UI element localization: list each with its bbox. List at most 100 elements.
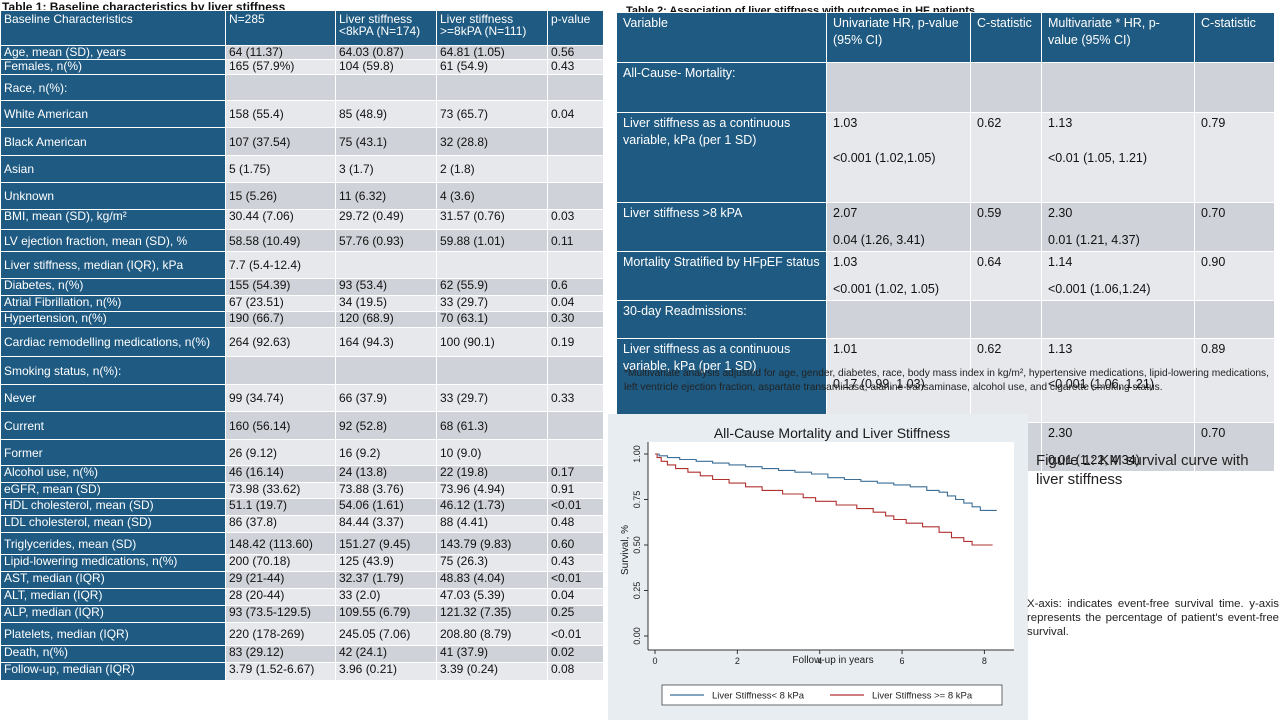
table1-cell: 0.6	[547, 278, 604, 296]
table1-row: Alcohol use, n(%) 46 (16.14) 24 (13.8) 22 (…	[0, 465, 604, 483]
table1-cell: 264 (92.63)	[225, 327, 336, 357]
table1-cell: <0.01	[547, 571, 604, 589]
hazard-ratio: 1.01	[833, 342, 858, 356]
table1-header-cell: Liver stiffness >=8kPA (N=111)	[436, 10, 548, 46]
table2-hr-cell: 1.03 <0.001 (1.02,1.05)	[826, 112, 971, 203]
table1-row-label: Smoking status, n(%):	[0, 356, 226, 385]
table2-hr-cell: 1.13 <0.001 (1.06, 1.21)	[1041, 338, 1195, 423]
table1-cell: 155 (54.39)	[225, 278, 336, 296]
c-statistic-cell: 0.64	[970, 251, 1042, 301]
table1-cell: 151.27 (9.45)	[335, 532, 437, 555]
table2-hr-cell: 2.07 0.04 (1.26, 3.41)	[826, 202, 971, 252]
table1-cell: 34 (19.5)	[335, 295, 437, 312]
table1-row-label: Cardiac remodelling medications, n(%)	[0, 327, 226, 357]
table1-cell: <0.01	[547, 498, 604, 516]
table1-row: Asian 5 (1.75) 3 (1.7) 2 (1.8)	[0, 155, 604, 183]
table2-hr-cell	[826, 62, 971, 113]
table1-row: Current 160 (56.14) 92 (52.8) 68 (61.3)	[0, 411, 604, 440]
table1-cell: 11 (6.32)	[335, 182, 437, 210]
table1-cell: 75 (26.3)	[436, 554, 548, 572]
table1-cell: 5 (1.75)	[225, 155, 336, 183]
table1-row: Females, n(%) 165 (57.9%) 104 (59.8) 61 (54…	[0, 59, 604, 75]
c-statistic-cell: 0.70	[1194, 202, 1275, 252]
table1-cell: 28 (20-44)	[225, 588, 336, 606]
table1: Baseline Characteristics N=285 Liver stiff…	[0, 10, 604, 681]
km-chart-panel: All-Cause Mortality and Liver Stiffness …	[608, 414, 1028, 720]
table1-cell	[436, 251, 548, 279]
table1-cell: 73.88 (3.76)	[335, 482, 437, 499]
table1-cell: 208.80 (8.79)	[436, 622, 548, 646]
c-statistic-cell: 0.79	[1194, 112, 1275, 203]
table2-hr-cell: 1.13 <0.01 (1.05, 1.21)	[1041, 112, 1195, 203]
c-statistic-cell	[970, 300, 1042, 339]
axis-note: X-axis: indicates event-free survival ti…	[1027, 598, 1279, 638]
table1-cell: 51.1 (19.7)	[225, 498, 336, 516]
x-axis-label: Follow-up in years	[792, 655, 873, 666]
table1-cell: 0.91	[547, 482, 604, 499]
table2-row: Liver stiffness as a continuous variable…	[616, 112, 1275, 203]
table2-hr-cell: 2.30 0.01 (1.22, 4.34)	[1041, 422, 1195, 472]
table1-cell	[547, 74, 604, 101]
p-value-ci: 0.01 (1.22, 4.34)	[1048, 453, 1140, 467]
y-tick-label: 0.00	[632, 627, 642, 645]
table2: Variable Univariate HR, p-value (95% CI) C…	[616, 12, 1275, 472]
table1-row-label: eGFR, mean (SD)	[0, 482, 226, 499]
p-value-ci: <0.001 (1.02, 1.05)	[833, 282, 939, 296]
table1-cell	[335, 356, 437, 385]
table1-cell	[547, 439, 604, 466]
table1-row: Unknown 15 (5.26) 11 (6.32) 4 (3.6)	[0, 182, 604, 210]
table2-hr-cell: 1.14 <0.001 (1.06,1.24)	[1041, 251, 1195, 301]
table1-cell: 0.04	[547, 588, 604, 606]
hazard-ratio: 1.13	[1048, 342, 1073, 356]
table1-row-label: Death, n(%)	[0, 645, 226, 663]
table1-cell: 46 (16.14)	[225, 465, 336, 483]
table1-row: Age, mean (SD), years 64 (11.37) 64.03 (0.…	[0, 45, 604, 60]
table1-cell: 0.33	[547, 384, 604, 412]
table1-row-label: Females, n(%)	[0, 59, 226, 75]
table1-cell: 54.06 (1.61)	[335, 498, 437, 516]
p-value-ci: 0.01 (1.21, 4.37)	[1048, 233, 1140, 247]
hazard-ratio: 2.30	[1048, 426, 1073, 440]
table1-cell: 22 (19.8)	[436, 465, 548, 483]
table1-cell: 73.98 (33.62)	[225, 482, 336, 499]
table1-cell	[547, 411, 604, 440]
table2-hr-cell: 2.30 0.01 (1.21, 4.37)	[1041, 202, 1195, 252]
table2-row-label: Liver stiffness >8 kPA	[616, 202, 827, 252]
table1-row-label: Race, n(%):	[0, 74, 226, 101]
table1-cell: 125 (43.9)	[335, 554, 437, 572]
table2-row-label: Mortality Stratified by HFpEF status	[616, 251, 827, 301]
table1-cell: 30.44 (7.06)	[225, 209, 336, 230]
table1-cell	[335, 251, 437, 279]
table1-cell: 7.7 (5.4-12.4)	[225, 251, 336, 279]
table1-cell: 66 (37.9)	[335, 384, 437, 412]
table1-row: Follow-up, median (IQR) 3.79 (1.52-6.67) 3…	[0, 662, 604, 681]
p-value-ci: <0.001 (1.06, 1.21)	[1048, 377, 1154, 391]
table1-cell	[547, 356, 604, 385]
table1-cell: 245.05 (7.06)	[335, 622, 437, 646]
table1-row-label: Age, mean (SD), years	[0, 45, 226, 60]
table1-cell: 109.55 (6.79)	[335, 605, 437, 623]
table1-row: Platelets, median (IQR) 220 (178-269) 245.…	[0, 622, 604, 646]
table1-cell: 33 (29.7)	[436, 384, 548, 412]
table1-cell: 143.79 (9.83)	[436, 532, 548, 555]
table1-cell: 107 (37.54)	[225, 127, 336, 156]
table1-row-label: BMI, mean (SD), kg/m²	[0, 209, 226, 230]
table1-cell: 67 (23.51)	[225, 295, 336, 312]
table2-hr-cell	[826, 300, 971, 339]
figure-caption: Figure 1: KM survival curve with liver s…	[1036, 452, 1249, 488]
table1-row-label: Triglycerides, mean (SD)	[0, 532, 226, 555]
table1-cell	[547, 155, 604, 183]
table1-cell: 0.03	[547, 209, 604, 230]
chart-title: All-Cause Mortality and Liver Stiffness	[714, 425, 950, 441]
table1-row: Cardiac remodelling medications, n(%) 264…	[0, 327, 604, 357]
table1-cell: 24 (13.8)	[335, 465, 437, 483]
table1-row-label: AST, median (IQR)	[0, 571, 226, 589]
table2-header-cell: C-statistic	[970, 12, 1042, 63]
table1-row-label: Asian	[0, 155, 226, 183]
table1-cell: 73 (65.7)	[436, 100, 548, 128]
table1-cell: 93 (73.5-129.5)	[225, 605, 336, 623]
table1-cell: 99 (34.74)	[225, 384, 336, 412]
table1-cell: 75 (43.1)	[335, 127, 437, 156]
table1-row-label: ALT, median (IQR)	[0, 588, 226, 606]
table1-cell: 0.30	[547, 311, 604, 328]
